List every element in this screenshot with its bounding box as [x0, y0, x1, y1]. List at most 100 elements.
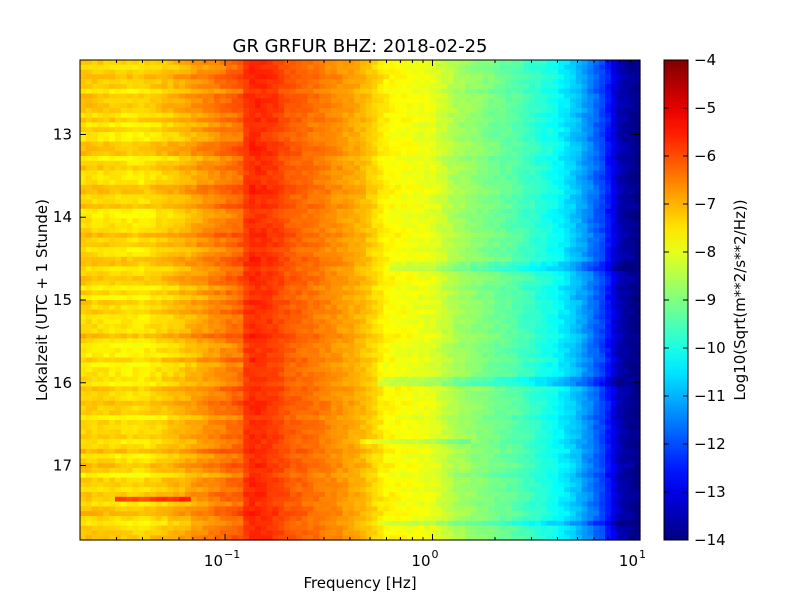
heatmap-cell — [348, 304, 355, 311]
heatmap-cell — [360, 208, 367, 215]
heatmap-cell — [225, 223, 233, 229]
heatmap-cell — [260, 252, 268, 258]
heatmap-cell — [430, 228, 437, 234]
heatmap-cell — [144, 170, 151, 176]
heatmap-cell — [605, 74, 612, 80]
heatmap-cell — [208, 194, 215, 200]
heatmap-cell — [505, 223, 513, 229]
heatmap-cell — [535, 304, 542, 311]
heatmap-cell — [558, 261, 565, 267]
heatmap-cell — [225, 79, 233, 85]
heatmap-cell — [266, 160, 274, 167]
heatmap-cell — [424, 112, 431, 119]
heatmap-cell — [488, 93, 495, 99]
heatmap-cell — [465, 98, 472, 104]
heatmap-cell — [208, 199, 215, 205]
heatmap-cell — [488, 84, 495, 90]
heatmap-cell — [138, 247, 145, 253]
heatmap-cell — [371, 156, 379, 162]
heatmap-cell — [179, 199, 186, 205]
heatmap-cell — [389, 223, 396, 229]
heatmap-cell — [412, 156, 419, 162]
heatmap-cell — [494, 237, 501, 243]
heatmap-cell — [470, 146, 478, 152]
heatmap-cell — [190, 165, 198, 171]
heatmap-cell — [185, 304, 192, 311]
heatmap-cell — [185, 151, 192, 157]
heatmap-cell — [208, 213, 215, 219]
heatmap-cell — [325, 242, 332, 248]
heatmap-cell — [360, 151, 367, 157]
heatmap-cell — [319, 88, 326, 95]
heatmap-cell — [616, 122, 624, 128]
heatmap-cell — [447, 84, 454, 90]
heatmap-cell — [365, 213, 373, 219]
heatmap-cell — [622, 228, 629, 234]
heatmap-cell — [190, 256, 198, 263]
heatmap-cell — [605, 280, 612, 287]
heatmap-cell — [476, 88, 484, 95]
heatmap-cell — [581, 300, 589, 306]
heatmap-cell — [616, 156, 624, 162]
heatmap-cell — [587, 232, 594, 239]
heatmap-cell — [587, 276, 594, 282]
heatmap-cell — [459, 199, 466, 205]
heatmap-cell — [348, 204, 355, 210]
heatmap-cell — [482, 151, 489, 157]
heatmap-cell — [616, 261, 624, 267]
heatmap-cell — [406, 69, 414, 75]
heatmap-cell — [570, 237, 577, 243]
heatmap-cell — [465, 74, 472, 80]
heatmap-cell — [260, 237, 268, 243]
heatmap-cell — [272, 69, 279, 75]
heatmap-cell — [488, 146, 495, 152]
heatmap-cell — [365, 290, 373, 296]
heatmap-cell — [179, 242, 186, 248]
heatmap-cell — [307, 189, 314, 195]
heatmap-cell — [575, 228, 583, 234]
heatmap-cell — [412, 165, 419, 171]
heatmap-cell — [447, 165, 454, 171]
heatmap-cell — [243, 146, 250, 152]
heatmap-cell — [605, 247, 612, 253]
heatmap-cell — [290, 136, 297, 143]
heatmap-cell — [447, 276, 454, 282]
heatmap-cell — [488, 88, 495, 95]
heatmap-cell — [144, 146, 151, 152]
heatmap-cell — [150, 64, 157, 71]
heatmap-cell — [255, 93, 262, 99]
heatmap-cell — [109, 304, 116, 311]
heatmap-cell — [155, 228, 163, 234]
heatmap-cell — [418, 247, 425, 253]
heatmap-cell — [80, 160, 87, 167]
heatmap-cell — [424, 136, 431, 143]
heatmap-cell — [523, 271, 530, 277]
heatmap-cell — [97, 228, 104, 234]
heatmap-cell — [97, 218, 104, 224]
heatmap-cell — [190, 151, 198, 157]
heatmap-cell — [255, 156, 262, 162]
heatmap-cell — [628, 290, 635, 296]
heatmap-cell — [202, 208, 209, 215]
heatmap-cell — [564, 199, 571, 205]
heatmap-cell — [482, 261, 489, 267]
heatmap-cell — [523, 228, 530, 234]
heatmap-cell — [540, 93, 548, 99]
heatmap-cell — [196, 127, 204, 133]
heatmap-cell — [313, 204, 320, 210]
heatmap-cell — [155, 266, 163, 272]
heatmap-cell — [185, 280, 192, 287]
heatmap-cell — [330, 256, 338, 263]
heatmap-cell — [220, 247, 227, 253]
heatmap-cell — [278, 194, 285, 200]
heatmap-cell — [231, 69, 239, 75]
heatmap-cell — [605, 132, 612, 138]
heatmap-cell — [605, 295, 612, 301]
heatmap-cell — [389, 184, 396, 191]
heatmap-cell — [581, 88, 589, 95]
heatmap-cell — [325, 237, 332, 243]
heatmap-cell — [570, 199, 577, 205]
heatmap-cell — [214, 295, 221, 301]
heatmap-cell — [424, 180, 431, 186]
heatmap-cell — [132, 108, 139, 114]
